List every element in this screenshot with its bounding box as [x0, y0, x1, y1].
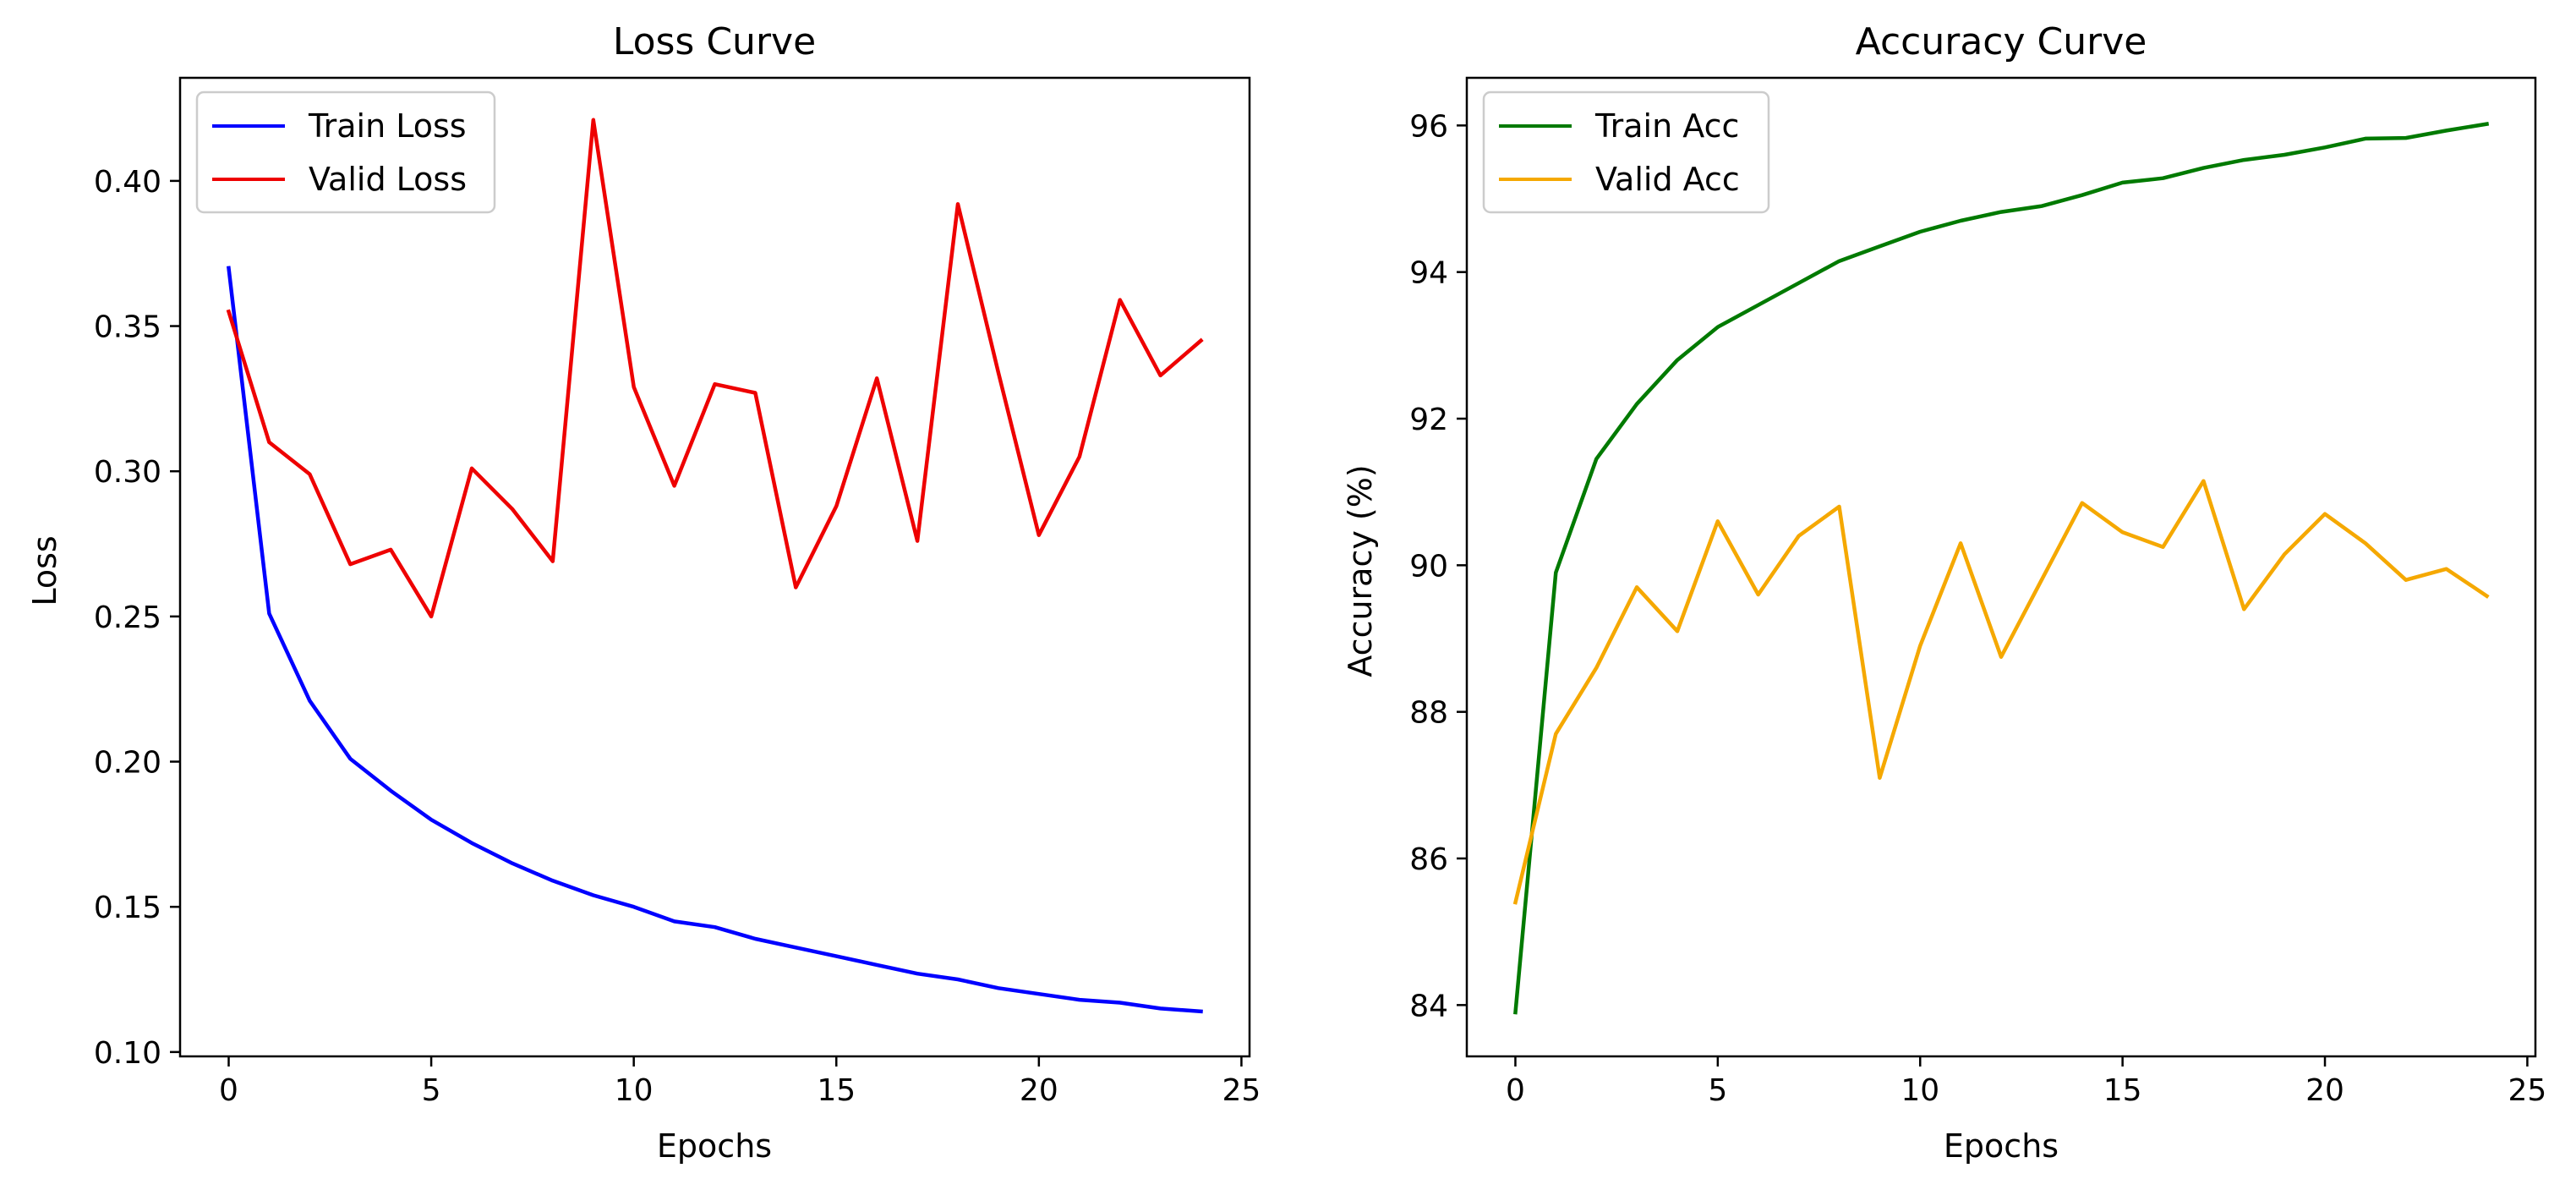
train-loss-series-line [227, 266, 1203, 1014]
accuracy-x-tick-label: 0 [1506, 1073, 1525, 1108]
loss-legend-box [195, 90, 496, 214]
accuracy-x-tick-label: 20 [2305, 1073, 2344, 1108]
loss-x-tick-label: 25 [1222, 1073, 1261, 1108]
loss-y-tick-label: 0.20 [94, 746, 161, 781]
valid-acc-series-line [1512, 479, 2490, 905]
loss-legend: Train Loss Valid Loss [195, 90, 496, 214]
accuracy-y-tick-label: 84 [1409, 989, 1448, 1023]
loss-plot-frame [178, 76, 1251, 1058]
loss-x-tick-label: 10 [615, 1073, 654, 1108]
loss-x-tick-label: 0 [219, 1073, 238, 1108]
loss-y-tick-label: 0.15 [94, 891, 161, 925]
loss-y-tick-label: 0.10 [94, 1036, 161, 1071]
loss-y-tick-label: 0.40 [94, 165, 161, 200]
loss-series-lines [226, 118, 1204, 1014]
loss-x-tick-label: 15 [817, 1073, 856, 1108]
train-acc-legend-label: Train Acc [1594, 107, 1739, 145]
accuracy-y-tick-label: 86 [1409, 842, 1448, 877]
loss-axis-ticks: 0 5 10 15 20 25 0.10 0.15 0.20 0.25 0.30 0.35 0.40 [94, 165, 1261, 1108]
accuracy-legend-box [1482, 90, 1770, 214]
accuracy-x-tick-label: 5 [1708, 1073, 1727, 1108]
accuracy-chart-panel: Accuracy Curve Epochs Accuracy (%) 0 5 10 1… [1342, 20, 2546, 1165]
accuracy-x-tick-label: 10 [1901, 1073, 1939, 1108]
valid-loss-legend-label: Valid Loss [309, 161, 467, 198]
train-loss-legend-label: Train Loss [308, 107, 467, 145]
loss-chart-title: Loss Curve [613, 20, 816, 63]
accuracy-x-tick-label: 25 [2508, 1073, 2547, 1108]
accuracy-x-axis-label: Epochs [1944, 1127, 2059, 1165]
loss-x-tick-label: 5 [422, 1073, 441, 1108]
accuracy-y-tick-label: 96 [1409, 109, 1448, 144]
loss-y-tick-label: 0.30 [94, 455, 161, 490]
accuracy-y-tick-label: 94 [1409, 256, 1448, 291]
train-acc-series-line [1513, 122, 2490, 1015]
loss-y-tick-label: 0.25 [94, 600, 161, 635]
accuracy-axis-ticks: 0 5 10 15 20 25 84 86 88 90 92 94 96 [1409, 109, 2546, 1108]
accuracy-y-tick-label: 90 [1409, 549, 1448, 584]
loss-y-tick-label: 0.35 [94, 310, 161, 345]
accuracy-y-axis-label: Accuracy (%) [1342, 464, 1379, 677]
loss-x-tick-label: 20 [1020, 1073, 1058, 1108]
loss-x-axis-label: Epochs [657, 1127, 772, 1165]
accuracy-chart-title: Accuracy Curve [1856, 20, 2147, 63]
loss-chart-panel: Loss Curve Epochs Loss 0 5 10 15 20 25 0.10 0.1… [26, 20, 1261, 1165]
valid-acc-legend-label: Valid Acc [1595, 161, 1740, 198]
accuracy-y-tick-label: 92 [1409, 403, 1448, 437]
accuracy-series-lines [1512, 122, 2490, 1015]
loss-y-axis-label: Loss [26, 535, 63, 606]
accuracy-legend: Train Acc Valid Acc [1482, 90, 1770, 214]
accuracy-plot-frame [1465, 76, 2537, 1058]
accuracy-y-tick-label: 88 [1409, 696, 1448, 731]
accuracy-x-tick-label: 15 [2103, 1073, 2142, 1108]
valid-loss-series-line [226, 118, 1204, 619]
